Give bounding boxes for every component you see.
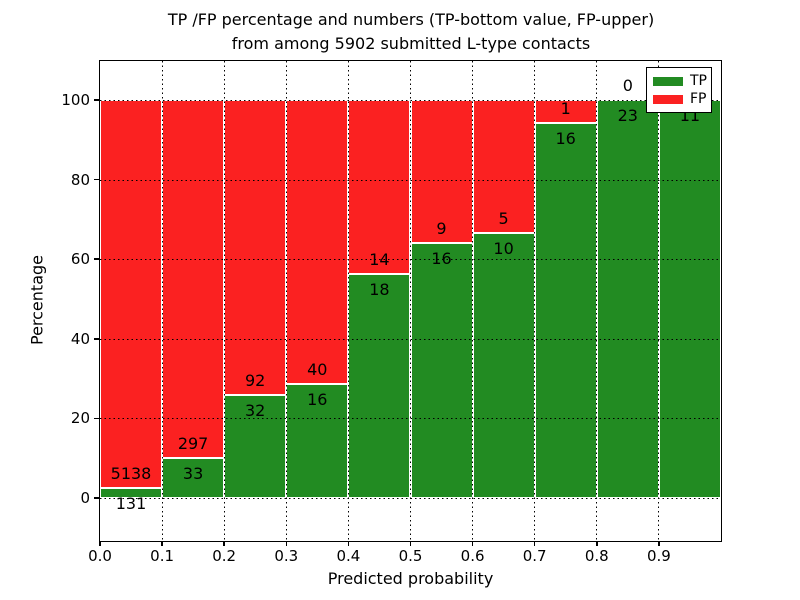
legend-label-fp: FP [690,91,707,107]
chart-title: TP /FP percentage and numbers (TP-bottom… [100,8,722,56]
bar-segment-fp [472,100,535,233]
fp-count-label: 5138 [110,464,152,484]
fp-count-label: 297 [177,434,209,454]
tp-count-label: 10 [493,238,514,258]
x-axis-label: Predicted probability [327,569,494,588]
x-gridline [410,61,411,541]
chart-title-line1: TP /FP percentage and numbers (TP-bottom… [167,10,655,29]
legend-item-fp: FP [653,91,707,107]
bar-segment-tp [162,458,225,498]
x-gridline [161,61,163,541]
x-tick-label: 0.9 [646,547,671,565]
bar-segment-tp [224,395,287,498]
bar-segment-fp [534,100,597,124]
y-tick-label: 0 [80,489,90,507]
x-tick-mark [347,541,350,546]
tp-count-label: 33 [182,464,204,484]
bar-segment-tp [100,488,163,498]
y-tick-label: 60 [70,250,90,269]
x-gridline [596,61,598,541]
tp-count-label: 18 [369,280,390,300]
y-tick-mark [93,258,99,260]
x-tick-mark [409,541,412,546]
x-tick-label: 0.1 [150,547,175,565]
x-tick-label: 0.4 [336,547,361,565]
y-tick-mark [93,338,99,340]
tp-count-label: 131 [115,494,147,514]
x-tick-mark [658,541,660,546]
x-gridline [285,61,287,541]
x-tick-mark [223,541,225,546]
bar-segment-tp [658,100,721,498]
fp-count-label: 14 [369,250,390,270]
x-gridline [223,61,225,541]
chart-title-line2: from among 5902 submitted L-type contact… [231,34,591,53]
x-gridline [472,61,474,541]
x-tick-mark [596,541,598,546]
x-tick-label: 0.5 [398,547,423,565]
y-tick-label: 100 [61,91,90,109]
fp-swatch-icon [653,94,683,104]
x-tick-label: 0.6 [460,547,485,565]
fp-count-label: 0 [622,76,633,95]
y-tick-label: 20 [70,409,90,428]
tp-count-label: 32 [245,401,266,421]
legend-item-tp: TP [653,73,707,89]
x-gridline [658,61,660,541]
x-tick-mark [533,541,536,546]
x-tick-label: 0.0 [88,547,112,565]
tp-count-label: 23 [617,106,638,125]
bar-segment-fp [348,100,411,275]
fp-count-label: 9 [436,219,447,239]
bar-segment-fp [100,100,163,489]
bar-segment-tp [286,384,349,498]
tp-count-label: 16 [307,390,328,410]
x-tick-mark [285,541,288,546]
fp-count-label: 92 [245,371,266,391]
y-tick-mark [93,417,99,420]
y-tick-label: 40 [70,329,90,348]
bar-segment-tp [410,243,473,498]
x-tick-mark [471,541,474,546]
bar-segment-tp [596,100,659,498]
x-tick-label: 0.7 [522,547,547,565]
bar-segment-fp [224,100,287,396]
bar-segment-fp [286,100,349,385]
fp-count-label: 40 [307,360,328,380]
bar-segment-tp [472,232,535,498]
x-tick-label: 0.2 [212,547,237,565]
legend: TP FP [646,67,712,113]
fp-count-label: 1 [560,99,571,119]
x-gridline [347,61,349,541]
plot-area: Predicted probability 0 20 40 60 80 100 0.0 0.1… [61,60,722,588]
y-tick-mark [93,178,99,181]
fp-count-label: 5 [498,208,509,228]
tp-count-label: 16 [431,249,452,269]
y-tick-label: 80 [70,170,90,189]
bar-segment-tp [348,274,411,498]
x-tick-label: 0.8 [584,547,609,565]
bar-segment-fp [162,100,225,459]
x-tick-label: 0.3 [274,547,299,565]
x-tick-mark [161,541,163,546]
legend-label-tp: TP [690,73,707,89]
tp-count-label: 16 [555,129,576,149]
y-tick-mark [93,99,99,101]
tp-swatch-icon [653,76,683,86]
bar-segment-fp [410,100,473,244]
x-gridline [534,61,536,541]
x-tick-mark [99,541,101,546]
bar-segment-tp [534,123,597,498]
y-tick-mark [93,497,99,499]
